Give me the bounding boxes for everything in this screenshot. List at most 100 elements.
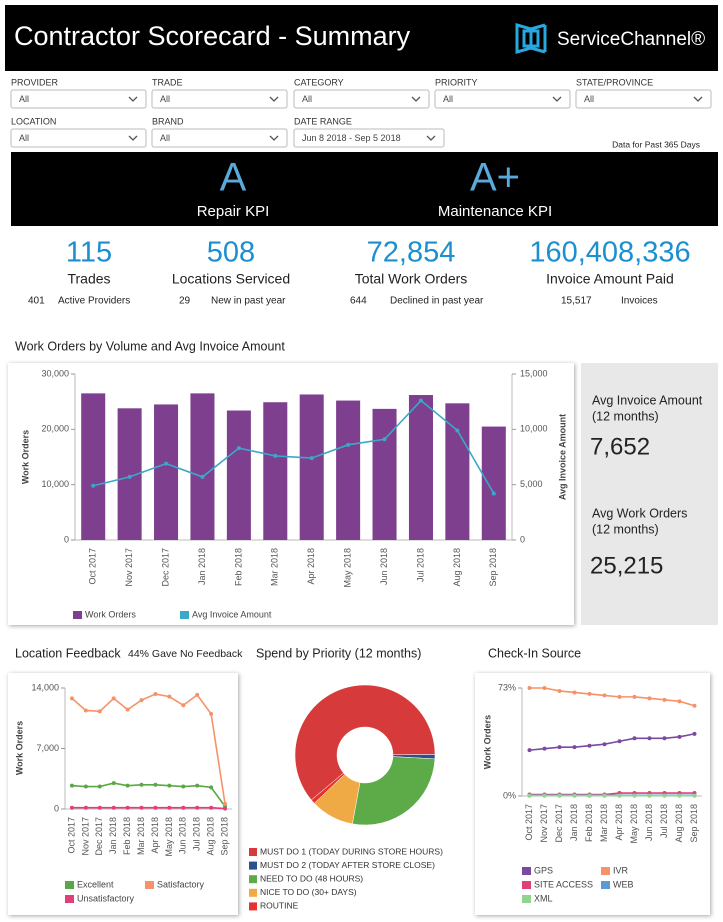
- stat-sub-value: 401: [28, 296, 45, 307]
- y2-tick-label: 5,000: [520, 479, 543, 489]
- line-point: [97, 784, 102, 789]
- summary-value: 25,215: [590, 552, 663, 579]
- line-point: [632, 694, 637, 699]
- line-point: [647, 736, 652, 741]
- x-tick-label: Jun 2018: [379, 548, 389, 585]
- kpi-label: Maintenance KPI: [438, 203, 552, 220]
- legend-label: Avg Invoice Amount: [192, 609, 272, 619]
- page-title: Contractor Scorecard - Summary: [14, 21, 411, 51]
- stat-sub-label: Invoices: [621, 296, 658, 307]
- filter-label: LOCATION: [11, 116, 56, 126]
- line-point: [557, 688, 562, 693]
- line-point: [617, 739, 622, 744]
- line-point: [125, 805, 130, 810]
- line-point: [195, 692, 200, 697]
- stat-sub-label: New in past year: [211, 296, 286, 307]
- line-point: [167, 694, 172, 699]
- x-tick-label: Feb 2018: [584, 804, 594, 842]
- y-tick-label: 0%: [503, 790, 516, 800]
- x-tick-label: Aug 2018: [674, 804, 684, 843]
- filter-label: CATEGORY: [294, 77, 344, 87]
- line-series: [529, 733, 695, 751]
- line-point: [662, 736, 667, 741]
- bar: [226, 410, 251, 540]
- line-point: [153, 782, 158, 787]
- x-tick-label: Jul 2018: [659, 804, 669, 838]
- filter-dropdown[interactable]: [151, 89, 288, 109]
- line-point: [309, 456, 314, 461]
- filter-dropdown[interactable]: [293, 89, 430, 109]
- x-tick-label: Dec 2017: [94, 817, 104, 856]
- y-tick-label: 0: [64, 534, 69, 544]
- line-point: [97, 709, 102, 714]
- filter-dropdown[interactable]: [151, 128, 288, 148]
- line-point: [273, 453, 278, 458]
- y-axis-title: Work Orders: [14, 721, 24, 775]
- header-bar: [5, 5, 718, 71]
- x-tick-label: Nov 2017: [80, 817, 90, 856]
- line-point: [692, 731, 697, 736]
- kpi-grade: A: [220, 156, 247, 200]
- legend-label: Work Orders: [85, 609, 136, 619]
- line-point: [83, 784, 88, 789]
- line-point: [647, 793, 652, 798]
- dropdown-chevron: [128, 135, 138, 141]
- line-point: [209, 711, 214, 716]
- x-tick-label: Feb 2018: [233, 548, 243, 586]
- line-point: [572, 793, 577, 798]
- line-series: [71, 782, 226, 807]
- filter-dropdown[interactable]: [10, 128, 147, 148]
- legend-label: Unsatisfactory: [77, 893, 135, 903]
- legend-label: NEED TO DO (48 HOURS): [260, 873, 363, 883]
- line-point: [632, 793, 637, 798]
- legend-swatch: [65, 895, 74, 903]
- stat-label: Locations Serviced: [172, 271, 290, 287]
- legend-swatch: [522, 881, 531, 889]
- summary-label: Avg Work Orders: [592, 506, 687, 520]
- legend-label: MUST DO 1 (TODAY DURING STORE HOURS): [260, 846, 443, 856]
- filter-dropdown[interactable]: [434, 89, 571, 109]
- line-point: [195, 783, 200, 788]
- y-axis-title: Work Orders: [482, 715, 492, 769]
- stat-sub-label: Active Providers: [58, 296, 130, 307]
- kpi-grade: A+: [470, 156, 520, 200]
- line-point: [677, 734, 682, 739]
- legend-swatch: [73, 611, 82, 619]
- stat-value: 160,408,336: [529, 237, 690, 269]
- dropdown-chevron: [269, 135, 279, 141]
- line-series: [71, 693, 226, 804]
- line-point: [91, 483, 96, 488]
- chart-title: Work Orders by Volume and Avg Invoice Am…: [15, 339, 285, 353]
- filter-dropdown[interactable]: [10, 89, 147, 109]
- legend-swatch: [145, 881, 154, 889]
- line-point: [139, 698, 144, 703]
- x-tick-label: Sep 2018: [219, 817, 229, 856]
- filter-dropdown[interactable]: [575, 89, 712, 109]
- line-point: [127, 474, 132, 479]
- legend-label: SITE ACCESS: [534, 879, 593, 889]
- line-point: [111, 805, 116, 810]
- legend-swatch: [65, 881, 74, 889]
- bar: [154, 404, 179, 540]
- filter-label: BRAND: [152, 116, 184, 126]
- x-tick-label: Dec 2017: [554, 804, 564, 843]
- line-series: [93, 399, 495, 494]
- line-point: [542, 746, 547, 751]
- x-tick-label: Mar 2018: [270, 548, 280, 586]
- legend-swatch: [249, 861, 257, 870]
- kpi-label: Repair KPI: [197, 203, 270, 220]
- dropdown-chevron: [693, 96, 703, 102]
- line-series: [529, 687, 695, 707]
- line-point: [602, 793, 607, 798]
- line-point: [125, 783, 130, 788]
- line-point: [181, 805, 186, 810]
- bar: [299, 394, 324, 540]
- x-tick-label: Feb 2018: [122, 817, 132, 855]
- x-tick-label: Oct 2017: [524, 804, 534, 841]
- line-point: [236, 446, 241, 451]
- x-tick-label: Jan 2018: [108, 817, 118, 854]
- y2-tick-label: 15,000: [520, 368, 548, 378]
- filter-label: PROVIDER: [11, 77, 59, 87]
- x-tick-label: Apr 2018: [150, 817, 160, 854]
- filter-dropdown[interactable]: [293, 128, 445, 148]
